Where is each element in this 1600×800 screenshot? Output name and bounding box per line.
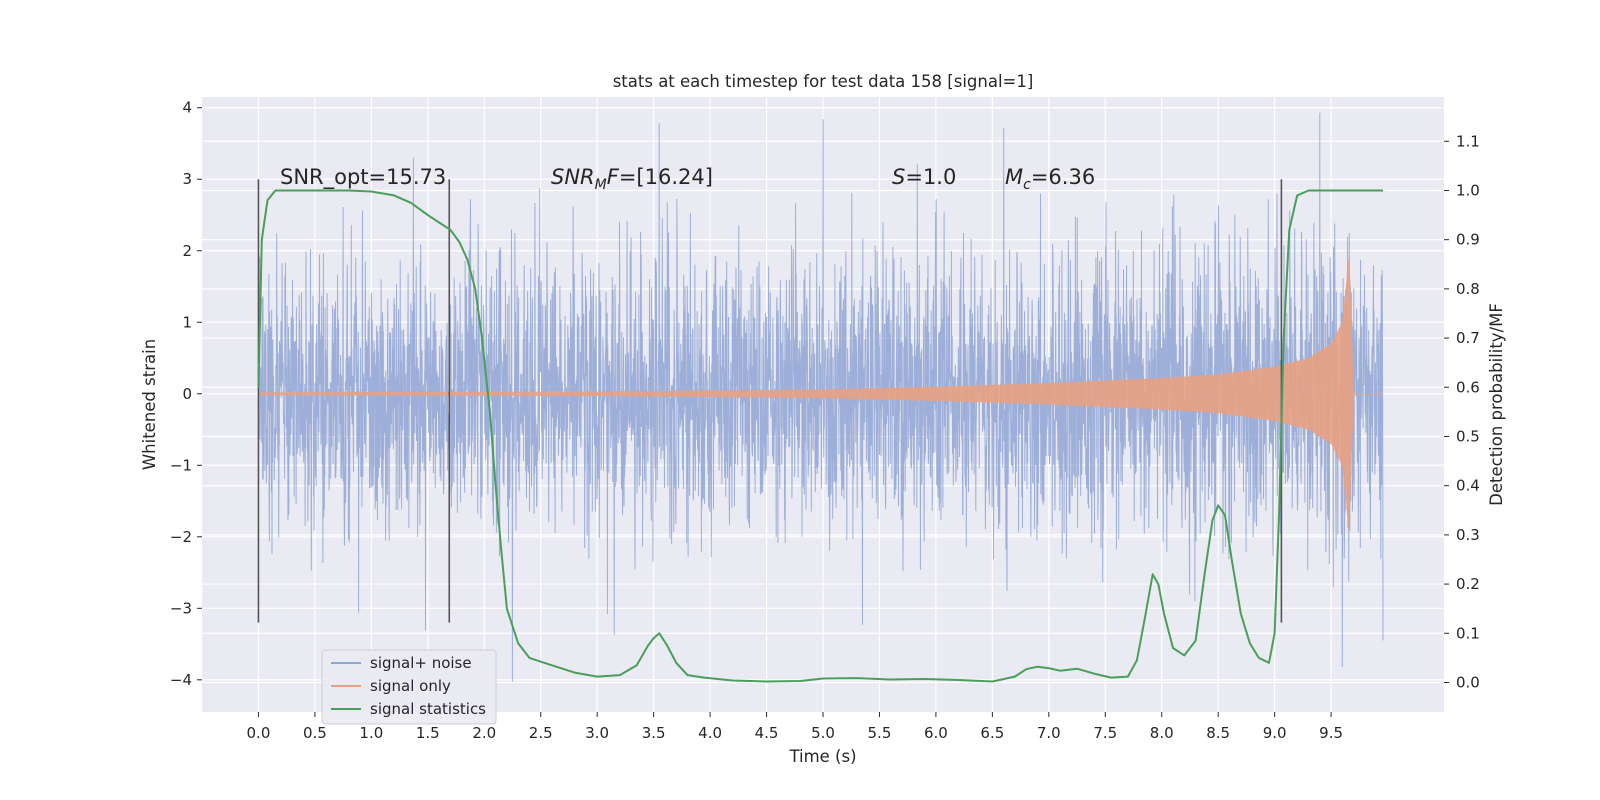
y-axis-label: Whitened strain [140,339,159,470]
y-tick-label: 0 [182,385,192,403]
y-right-tick-label: 0.2 [1456,575,1480,593]
y-tick-label: −3 [170,599,192,617]
x-tick-label: 4.5 [755,724,779,742]
y-right-tick-label: 0.9 [1456,231,1480,249]
x-tick-label: 3.0 [585,724,609,742]
legend-label-signal-noise: signal+ noise [370,654,472,672]
series-signal-only [258,258,1383,531]
x-tick-label: 7.0 [1037,724,1061,742]
line-signal-statistics [257,189,1383,683]
y-right-tick-label: 1.0 [1456,181,1480,199]
x-tick-label: 9.0 [1263,724,1287,742]
y-tick-label: 4 [182,99,192,117]
x-tick-label: 8.0 [1150,724,1174,742]
ticks: 0.0 0.5 1.0 1.5 2.0 2.5 3.0 3.5 4.0 4.5 5.0 5.5 6.0 6… [170,99,1480,742]
x-tick-label: 0.0 [247,724,271,742]
y-axis-right-label: Detection probability/MF [1487,303,1506,506]
y-right-tick-label: 1.1 [1456,132,1480,150]
x-tick-label: 9.5 [1319,724,1343,742]
x-tick-label: 2.0 [472,724,496,742]
x-tick-label: 5.0 [811,724,835,742]
y-right-tick-label: 0.0 [1456,673,1480,691]
legend-label-signal-only: signal only [370,677,451,695]
annotation-s: S=1.0 [892,165,956,189]
annotation-mc: Mc=6.36 [1005,165,1095,193]
y-tick-label: 3 [182,170,192,188]
x-tick-label: 6.5 [980,724,1004,742]
x-axis-label: Time (s) [788,747,856,766]
y-tick-label: 2 [182,242,192,260]
series-signal-noise [258,112,1384,682]
series-signal-statistics [257,189,1383,683]
chart-title: stats at each timestep for test data 158… [613,72,1034,91]
x-tick-label: 1.0 [359,724,383,742]
line-signal-only [258,258,1383,531]
legend-box [321,649,497,725]
y-right-tick-label: 0.8 [1456,280,1480,298]
x-tick-label: 4.0 [698,724,722,742]
annotation-snr-opt: SNR_opt=15.73 [280,165,446,190]
x-tick-label: 1.5 [416,724,440,742]
y-right-tick-label: 0.1 [1456,624,1480,642]
legend-label-signal-statistics: signal statistics [370,700,486,718]
y-right-tick-label: 0.4 [1456,477,1480,495]
x-tick-label: 2.5 [529,724,553,742]
y-right-tick-label: 0.6 [1456,378,1480,396]
y-tick-label: −2 [170,528,192,546]
y-right-tick-label: 0.5 [1456,427,1480,445]
x-tick-label: 0.5 [303,724,327,742]
legend: signal+ noise signal only signal statist… [321,649,497,725]
x-tick-label: 6.0 [924,724,948,742]
x-tick-label: 7.5 [1093,724,1117,742]
annotation-snr-mf: SNRMF=[16.24] [551,165,713,193]
x-tick-label: 8.5 [1206,724,1230,742]
y-tick-label: −4 [170,671,192,689]
y-right-tick-label: 0.3 [1456,526,1480,544]
y-tick-label: −1 [170,456,192,474]
y-right-tick-label: 0.7 [1456,329,1480,347]
x-tick-label: 5.5 [868,724,892,742]
y-tick-label: 1 [182,313,192,331]
line-signal-noise [258,112,1384,682]
x-tick-label: 3.5 [642,724,666,742]
